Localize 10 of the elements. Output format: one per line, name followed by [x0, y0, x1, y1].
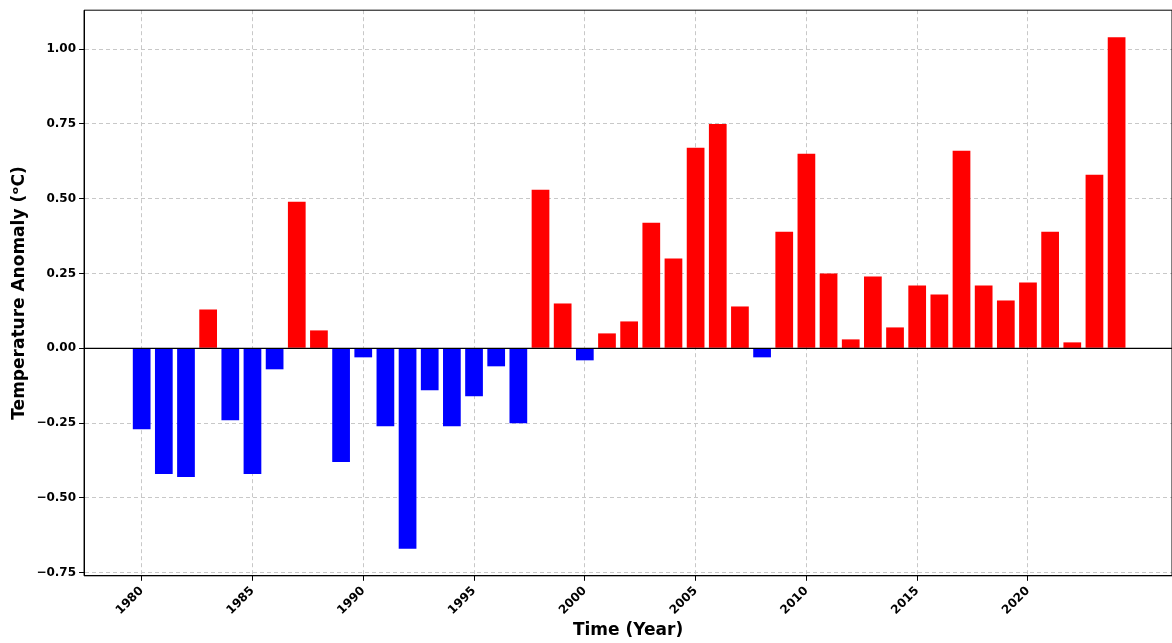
y-tick-label: −0.25 — [36, 415, 77, 430]
y-tick-label: −0.50 — [36, 490, 77, 505]
y-tick-label: 0.75 — [46, 116, 77, 131]
y-tick-label: 0.50 — [46, 190, 77, 205]
y-tick-label: 1.00 — [46, 41, 77, 56]
y-axis-title: Temperature Anomaly (ᵒC) — [7, 166, 28, 420]
y-tick-label: −0.75 — [36, 564, 77, 579]
y-tick-label: 0.25 — [46, 265, 77, 280]
x-axis-title: Time (Year) — [572, 619, 684, 640]
y-tick-label: 0.00 — [46, 340, 77, 355]
